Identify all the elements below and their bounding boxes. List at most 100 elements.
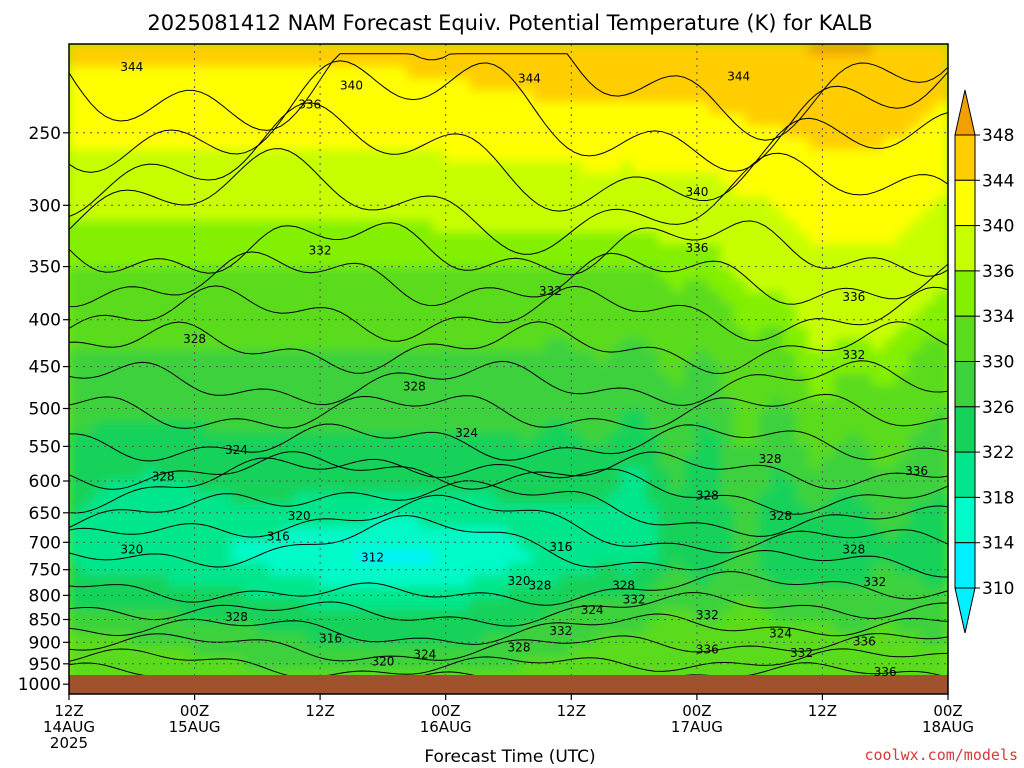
field-cell xyxy=(69,480,83,495)
field-cell xyxy=(670,66,686,81)
field-cell xyxy=(570,362,585,376)
field-cell xyxy=(582,598,598,613)
field-cell xyxy=(394,66,410,81)
field-cell xyxy=(394,539,410,554)
field-cell xyxy=(520,480,535,495)
field-cell xyxy=(419,350,435,365)
field-cell xyxy=(130,208,146,223)
contour-label-text: 332 xyxy=(309,243,332,257)
field-cell xyxy=(746,314,761,329)
field-cell xyxy=(658,113,673,128)
field-cell xyxy=(69,338,83,353)
field-cell xyxy=(118,657,133,672)
field-cell xyxy=(181,161,196,175)
field-cell xyxy=(834,44,849,57)
field-cell xyxy=(268,113,284,128)
field-cell xyxy=(407,586,422,601)
field-cell xyxy=(921,196,937,211)
field-cell xyxy=(871,563,887,577)
field-cell xyxy=(118,173,133,187)
field-cell xyxy=(193,350,209,365)
field-cell xyxy=(419,326,435,341)
field-cell xyxy=(130,480,146,495)
field-cell xyxy=(909,232,924,246)
field-cell xyxy=(394,243,410,258)
field-cell xyxy=(80,574,96,589)
field-cell xyxy=(344,373,359,388)
field-cell xyxy=(356,137,372,152)
field-cell xyxy=(118,645,133,660)
field-cell xyxy=(143,515,158,530)
field-cell xyxy=(507,137,523,152)
field-cell xyxy=(884,338,899,353)
field-cell xyxy=(520,232,535,246)
field-cell xyxy=(708,433,723,447)
field-cell xyxy=(181,409,196,424)
field-cell xyxy=(281,267,297,282)
field-cell xyxy=(658,78,673,93)
field-cell xyxy=(256,267,271,282)
field-cell xyxy=(344,184,359,199)
field-cell xyxy=(721,456,736,471)
field-cell xyxy=(532,279,548,294)
field-cell xyxy=(582,267,598,282)
field-cell xyxy=(608,66,623,81)
field-cell xyxy=(268,196,284,211)
field-cell xyxy=(243,267,259,282)
field-cell xyxy=(884,444,899,459)
field-cell xyxy=(532,574,548,589)
field-cell xyxy=(344,385,359,400)
field-cell xyxy=(69,385,83,400)
field-cell xyxy=(859,208,874,223)
field-cell xyxy=(532,338,548,353)
field-cell xyxy=(432,397,447,412)
field-cell xyxy=(695,350,711,365)
field-cell xyxy=(469,610,485,625)
field-cell xyxy=(658,303,673,317)
field-cell xyxy=(143,551,158,565)
field-cell xyxy=(218,149,234,164)
field-cell xyxy=(80,563,96,577)
field-cell xyxy=(243,539,259,554)
field-cell xyxy=(494,303,510,317)
field-cell xyxy=(896,527,912,542)
field-cell xyxy=(507,409,523,424)
field-cell xyxy=(721,208,736,223)
field-cell xyxy=(369,279,384,294)
field-cell xyxy=(821,196,836,211)
field-cell xyxy=(243,397,259,412)
field-cell xyxy=(281,243,297,258)
field-cell xyxy=(457,66,472,81)
field-cell xyxy=(808,267,824,282)
field-cell xyxy=(206,303,221,317)
field-cell xyxy=(469,539,485,554)
field-cell xyxy=(708,421,723,435)
field-cell xyxy=(746,279,761,294)
field-cell xyxy=(369,113,384,128)
field-cell xyxy=(670,326,686,341)
field-cell xyxy=(281,492,297,506)
field-cell xyxy=(206,314,221,329)
contour-line xyxy=(69,451,948,490)
field-cell xyxy=(620,137,636,152)
field-cell xyxy=(507,184,523,199)
field-cell xyxy=(344,515,359,530)
field-cell xyxy=(118,539,133,554)
field-cell xyxy=(155,397,171,412)
field-cell xyxy=(871,551,887,565)
field-cell xyxy=(884,421,899,435)
field-cell xyxy=(168,137,184,152)
field-cell xyxy=(658,503,673,518)
field-cell xyxy=(570,492,585,506)
field-cell xyxy=(695,409,711,424)
field-cell xyxy=(896,515,912,530)
field-cell xyxy=(281,255,297,270)
field-cell xyxy=(783,137,799,152)
field-cell xyxy=(118,161,133,175)
field-cell xyxy=(394,78,410,93)
field-cell xyxy=(520,173,535,187)
field-cell xyxy=(331,421,347,435)
field-cell xyxy=(645,468,661,483)
field-cell xyxy=(595,409,610,424)
colorbar-segment xyxy=(954,225,976,272)
